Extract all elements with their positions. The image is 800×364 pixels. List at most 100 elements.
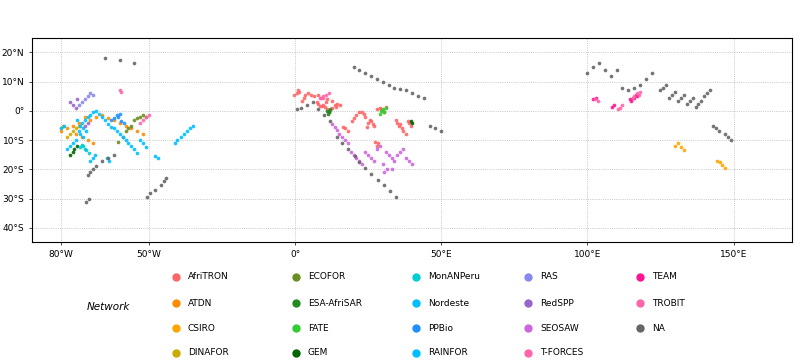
Point xyxy=(319,99,332,105)
Point xyxy=(74,131,86,137)
Point xyxy=(72,120,85,126)
Point xyxy=(148,187,161,193)
Point xyxy=(110,128,123,134)
Point xyxy=(137,140,150,146)
Point xyxy=(68,146,81,152)
Point xyxy=(87,92,100,98)
Point xyxy=(139,145,152,150)
Point xyxy=(299,92,312,98)
Text: AfriTRON: AfriTRON xyxy=(188,272,229,281)
Point xyxy=(382,152,395,158)
Point xyxy=(362,152,374,158)
Point xyxy=(90,163,102,169)
Point xyxy=(134,120,146,126)
Point xyxy=(71,96,84,102)
Point xyxy=(75,99,88,105)
Point xyxy=(61,126,74,131)
Point xyxy=(384,189,397,194)
Point xyxy=(157,178,170,184)
Point xyxy=(333,131,346,137)
Point xyxy=(112,139,125,145)
Point xyxy=(93,111,106,117)
Point xyxy=(114,87,126,93)
Point xyxy=(368,123,381,128)
Point xyxy=(87,110,100,115)
Point xyxy=(331,127,344,133)
Point xyxy=(61,146,74,152)
Point xyxy=(689,104,702,110)
Point xyxy=(404,118,417,124)
Point xyxy=(90,108,102,114)
Point xyxy=(722,134,734,140)
Point xyxy=(293,89,306,95)
Point xyxy=(390,194,402,200)
Point xyxy=(646,70,658,76)
Point xyxy=(131,150,144,156)
Point xyxy=(317,94,330,99)
Point xyxy=(356,110,369,115)
Point xyxy=(181,128,194,134)
Point xyxy=(593,60,606,66)
Point xyxy=(64,131,77,137)
Point xyxy=(81,114,94,120)
Point xyxy=(370,143,383,149)
Point xyxy=(400,131,413,137)
Text: NA: NA xyxy=(652,324,665,333)
Point xyxy=(71,117,84,123)
Point xyxy=(77,143,90,149)
Point xyxy=(298,95,310,101)
Text: TROBIT: TROBIT xyxy=(652,299,685,308)
Point xyxy=(616,102,629,108)
Point xyxy=(169,140,182,146)
Point xyxy=(400,155,413,161)
Point xyxy=(331,101,344,107)
Point xyxy=(137,117,150,123)
Point xyxy=(114,89,127,95)
Point xyxy=(359,114,372,120)
Point xyxy=(678,147,690,153)
Text: ESA-AfriSAR: ESA-AfriSAR xyxy=(308,299,362,308)
Point xyxy=(87,140,100,146)
Point xyxy=(358,111,370,117)
Point xyxy=(657,84,670,90)
Point xyxy=(112,114,125,120)
Point xyxy=(61,134,74,140)
Point xyxy=(587,96,600,102)
Point xyxy=(376,108,389,114)
Point xyxy=(128,117,141,123)
Point xyxy=(344,149,357,155)
Point xyxy=(616,84,629,90)
Point xyxy=(639,76,652,82)
Point xyxy=(370,107,383,112)
Point xyxy=(82,150,95,156)
Point xyxy=(107,152,120,158)
Point xyxy=(77,126,90,131)
Point xyxy=(411,94,424,99)
Point xyxy=(66,140,79,146)
Point xyxy=(324,118,337,124)
Point xyxy=(372,140,385,146)
Point xyxy=(365,155,378,161)
Point xyxy=(81,137,94,143)
Point xyxy=(381,166,394,172)
Point xyxy=(388,84,401,90)
Point xyxy=(349,153,362,159)
Point xyxy=(84,91,97,96)
Point xyxy=(356,161,369,166)
Text: FATE: FATE xyxy=(308,324,329,333)
Point xyxy=(72,123,85,128)
Point xyxy=(96,112,109,118)
Text: ATDN: ATDN xyxy=(188,299,212,308)
Point xyxy=(350,155,363,161)
Point xyxy=(342,146,354,152)
Point xyxy=(142,112,155,118)
Point xyxy=(75,134,88,140)
Point xyxy=(116,134,129,140)
Point xyxy=(315,95,328,101)
Point xyxy=(394,86,406,92)
Point xyxy=(338,126,351,131)
Text: DINAFOR: DINAFOR xyxy=(188,348,229,357)
Point xyxy=(114,57,126,63)
Point xyxy=(148,153,161,159)
Text: RAS: RAS xyxy=(540,272,558,281)
